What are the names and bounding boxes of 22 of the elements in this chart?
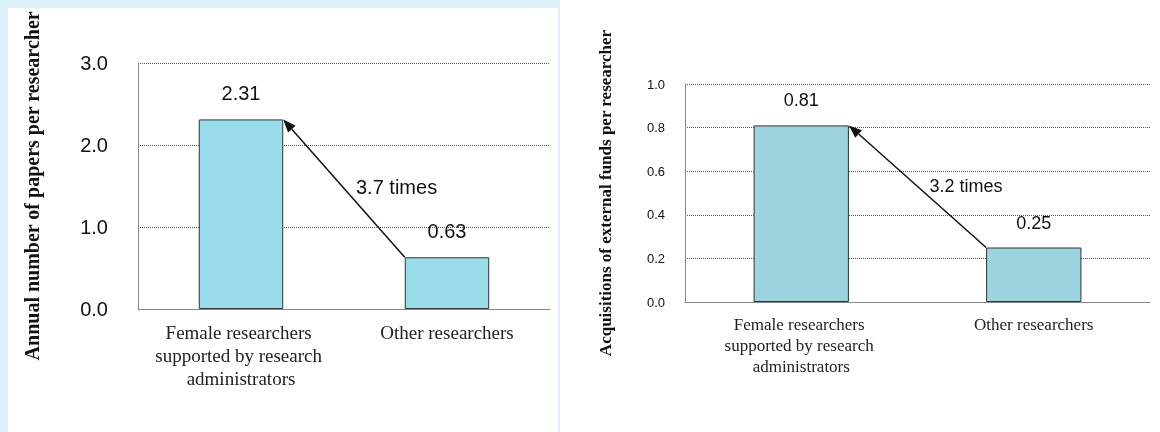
data-label: 2.31 [221, 82, 261, 105]
y-tick-label: 0.2 [646, 250, 665, 266]
x-tick-label: Other researchers [974, 315, 1094, 334]
y-tick-label: 1.0 [80, 215, 108, 238]
x-tick-label: Female researchers supported by research administrators [724, 315, 878, 376]
y-tick-label: 2.0 [80, 133, 108, 156]
y-tick-label: 0.6 [646, 163, 665, 179]
y-axis-title: Acquisitions of external funds per researcher [596, 29, 615, 357]
data-label: 0.63 [427, 220, 467, 243]
x-tick-label: Other researchers [380, 322, 514, 343]
x-tick-label: Female researchers supported by research administrators [155, 322, 327, 389]
y-tick-label: 0.0 [646, 294, 665, 310]
y-axis-title: Annual number of papers per researcher [21, 11, 44, 361]
data-label: 0.81 [783, 90, 819, 111]
data-label: 0.25 [1016, 212, 1052, 233]
y-tick-label: 0.0 [80, 298, 108, 320]
y-tick-label: 3.0 [80, 51, 108, 74]
y-tick-label: 1.0 [646, 76, 665, 92]
annotation: 3.7 times [356, 176, 438, 199]
y-tick-label: 0.4 [646, 207, 665, 223]
annotation: 3.2 times [929, 176, 1003, 197]
y-tick-label: 0.8 [646, 120, 665, 136]
